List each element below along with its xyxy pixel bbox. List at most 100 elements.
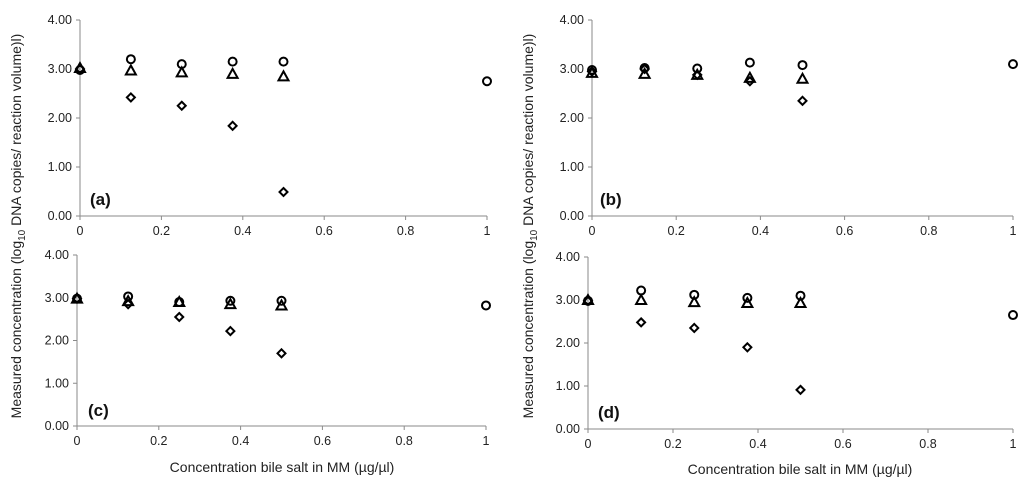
circle-marker bbox=[481, 300, 491, 311]
triangle-marker bbox=[795, 71, 810, 84]
y-tick-label: 3.00 bbox=[560, 62, 584, 76]
y-tick-label: 2.00 bbox=[45, 334, 69, 348]
diamond-marker bbox=[586, 66, 598, 77]
x-tick-label: 1 bbox=[1010, 224, 1017, 238]
x-tick-label: 0 bbox=[585, 437, 592, 451]
diamond-marker bbox=[744, 75, 756, 87]
panel-label: (b) bbox=[600, 190, 622, 209]
x-tick-label: 0.2 bbox=[153, 224, 170, 238]
diamond-marker bbox=[797, 95, 808, 107]
x-tick-label: 0 bbox=[77, 224, 84, 238]
diamond-marker bbox=[635, 316, 647, 328]
diamond-marker bbox=[173, 311, 185, 323]
panel-label: (c) bbox=[88, 401, 109, 420]
triangle-marker bbox=[172, 294, 186, 308]
circle-marker bbox=[482, 76, 492, 87]
y-tick-label: 0.00 bbox=[48, 209, 72, 223]
x-tick-label: 0.8 bbox=[919, 437, 936, 451]
x-tick-label: 0.8 bbox=[397, 224, 414, 238]
panel-label: (a) bbox=[90, 190, 111, 209]
circle-marker bbox=[276, 295, 287, 306]
y-tick-label: 0.00 bbox=[45, 419, 69, 433]
diamond-marker bbox=[176, 100, 188, 112]
x-tick-label: 0.2 bbox=[150, 434, 167, 448]
x-axis-title-right: Concentration bile salt in MM (µg/µl) bbox=[688, 461, 913, 477]
x-tick-label: 1 bbox=[483, 434, 490, 448]
y-tick-label: 1.00 bbox=[560, 160, 584, 174]
diamond-marker bbox=[691, 69, 703, 81]
y-tick-label: 0.00 bbox=[556, 422, 580, 436]
y-tick-label: 2.00 bbox=[560, 111, 584, 125]
x-tick-label: 0.4 bbox=[752, 224, 769, 238]
y-tick-label: 3.00 bbox=[556, 293, 580, 307]
circle-marker bbox=[692, 63, 703, 74]
circle-marker bbox=[1008, 59, 1018, 70]
x-tick-label: 0.6 bbox=[314, 434, 331, 448]
y-axis-title-left: Measured concentration (log10 DNA copies… bbox=[8, 34, 28, 419]
circle-marker bbox=[742, 292, 753, 303]
diamond-marker bbox=[688, 322, 700, 334]
triangle-marker bbox=[743, 70, 757, 83]
diamond-marker bbox=[639, 63, 651, 75]
x-tick-label: 0.8 bbox=[920, 224, 937, 238]
triangle-marker bbox=[223, 297, 238, 310]
diamond-marker bbox=[795, 384, 806, 396]
circle-marker bbox=[797, 60, 808, 71]
diamond-marker bbox=[71, 293, 83, 305]
y-tick-label: 4.00 bbox=[556, 250, 580, 264]
circle-marker bbox=[744, 57, 755, 68]
x-tick-label: 0.4 bbox=[749, 437, 766, 451]
y-tick-label: 2.00 bbox=[556, 336, 580, 350]
x-tick-label: 0 bbox=[74, 434, 81, 448]
circle-marker bbox=[278, 56, 289, 67]
triangle-marker bbox=[175, 65, 189, 78]
diamond-marker bbox=[125, 92, 137, 103]
diamond-marker bbox=[276, 347, 287, 359]
triangle-marker bbox=[274, 298, 289, 311]
diamond-marker bbox=[122, 298, 134, 310]
triangle-marker bbox=[740, 295, 755, 309]
diamond-marker bbox=[74, 63, 86, 75]
x-tick-label: 0.2 bbox=[664, 437, 681, 451]
diamond-marker bbox=[741, 341, 753, 353]
diamond-marker bbox=[224, 325, 236, 337]
x-tick-label: 0.6 bbox=[836, 224, 853, 238]
chart-panel: 0.00 1.00 2.00 3.00 4.00 0 0.2 0.4 0.6 0.8 1 (c) bbox=[45, 248, 491, 448]
triangle-marker bbox=[634, 292, 648, 305]
x-tick-label: 1 bbox=[1010, 437, 1017, 451]
circle-marker bbox=[225, 295, 236, 306]
x-axis-title-left: Concentration bile salt in MM (µg/µl) bbox=[170, 459, 395, 475]
circle-marker bbox=[125, 54, 136, 65]
y-tick-label: 4.00 bbox=[45, 248, 69, 262]
circle-marker bbox=[227, 56, 238, 67]
panel-label: (d) bbox=[598, 403, 620, 422]
triangle-marker bbox=[637, 66, 652, 79]
y-tick-label: 0.00 bbox=[560, 209, 584, 223]
x-tick-label: 0.4 bbox=[234, 224, 251, 238]
chart-panels: 0.001.002.003.004.000 0.2 0.4 0.6 0.8 1(a)0.0… bbox=[45, 13, 1018, 451]
x-tick-label: 0.6 bbox=[834, 437, 851, 451]
chart-panel: 0.00 1.00 2.00 3.00 4.00 0 0.2 0.4 0.6 0.8 1 (a) bbox=[48, 13, 492, 238]
triangle-marker bbox=[793, 295, 808, 309]
y-tick-label: 3.00 bbox=[48, 62, 72, 76]
y-tick-label: 1.00 bbox=[45, 376, 69, 390]
x-tick-label: 0.2 bbox=[668, 224, 685, 238]
y-tick-label: 4.00 bbox=[560, 13, 584, 27]
x-tick-label: 1 bbox=[484, 224, 491, 238]
x-tick-label: 0.8 bbox=[396, 434, 413, 448]
y-tick-label: 3.00 bbox=[45, 291, 69, 305]
chart-panel: 0.00 1.00 2.00 3.00 4.00 0 0.2 0.4 0.6 0.8 1 (d) bbox=[556, 250, 1018, 451]
y-tick-label: 1.00 bbox=[48, 160, 72, 174]
triangle-marker bbox=[225, 66, 240, 79]
x-tick-label: 0.4 bbox=[232, 434, 249, 448]
x-tick-label: 0 bbox=[589, 224, 596, 238]
y-tick-label: 4.00 bbox=[48, 13, 72, 27]
y-tick-label: 1.00 bbox=[556, 379, 580, 393]
triangle-marker bbox=[121, 294, 135, 307]
diamond-marker bbox=[278, 186, 289, 198]
circle-marker bbox=[1008, 310, 1018, 321]
triangle-marker bbox=[687, 295, 701, 308]
y-tick-label: 2.00 bbox=[48, 111, 72, 125]
x-tick-label: 0.6 bbox=[316, 224, 333, 238]
